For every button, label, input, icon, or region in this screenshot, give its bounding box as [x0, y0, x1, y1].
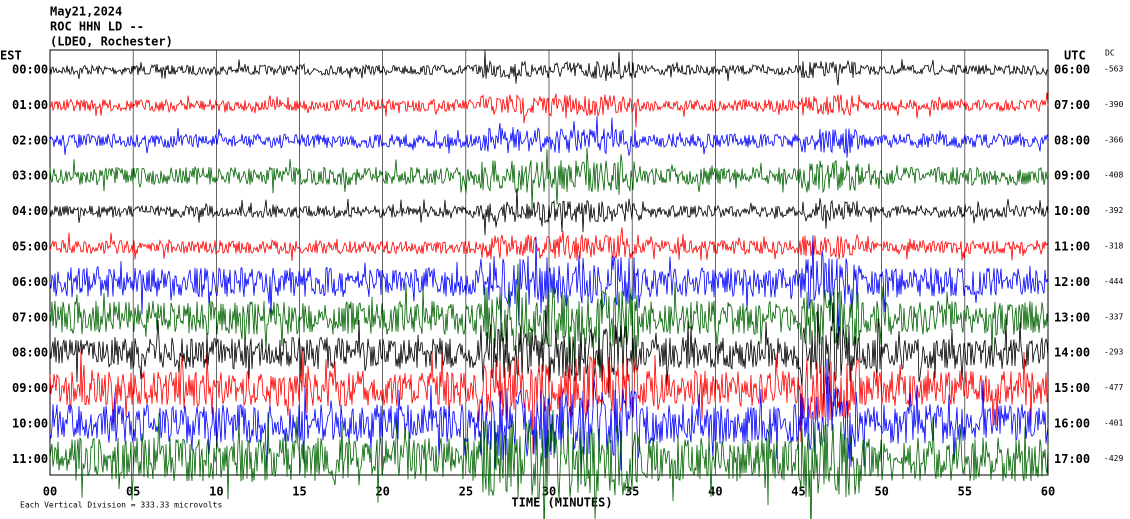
chart: May21,2024 ROC HHN LD -- (LDEO, Rocheste… — [0, 0, 1130, 519]
dc-label: -408 — [1104, 171, 1123, 180]
x-tick-label: 45 — [791, 485, 805, 499]
utc-label: 11:00 — [1054, 240, 1090, 254]
dc-label: -337 — [1104, 312, 1123, 321]
dc-label: -390 — [1104, 100, 1123, 109]
dc-label: -318 — [1104, 242, 1123, 251]
dc-label: -429 — [1104, 454, 1123, 463]
chart-subtitle: ROC HHN LD -- — [50, 20, 144, 34]
station: (LDEO, Rochester) — [50, 35, 173, 49]
utc-label: 16:00 — [1054, 417, 1090, 431]
est-label: 03:00 — [12, 169, 48, 183]
utc-label: 14:00 — [1054, 346, 1090, 360]
dc-title: DC — [1105, 49, 1115, 58]
x-tick-label: 60 — [1041, 485, 1055, 499]
x-axis-title: TIME (MINUTES) — [511, 496, 612, 510]
x-tick-label: 10 — [209, 485, 223, 499]
est-label: 07:00 — [12, 310, 48, 324]
est-label: 01:00 — [12, 98, 48, 112]
x-tick-label: 55 — [958, 485, 972, 499]
dc-label: -563 — [1104, 65, 1123, 74]
chart-title: May21,2024 — [50, 5, 122, 19]
est-label: 10:00 — [12, 417, 48, 431]
x-tick-label: 40 — [708, 485, 722, 499]
utc-label: 10:00 — [1054, 204, 1090, 218]
est-label: 02:00 — [12, 133, 48, 147]
utc-label: 17:00 — [1054, 452, 1090, 466]
est-label: 11:00 — [12, 452, 48, 466]
dc-label: -444 — [1104, 277, 1123, 286]
est-label: 08:00 — [12, 346, 48, 360]
est-label: 06:00 — [12, 275, 48, 289]
utc-label: 08:00 — [1054, 133, 1090, 147]
right-axis-title: UTC — [1064, 49, 1086, 63]
x-tick-label: 00 — [43, 485, 57, 499]
est-label: 04:00 — [12, 204, 48, 218]
dc-label: -293 — [1104, 348, 1123, 357]
x-tick-label: 25 — [459, 485, 473, 499]
dc-label: -366 — [1104, 135, 1123, 144]
dc-label: -477 — [1104, 383, 1123, 392]
utc-label: 13:00 — [1054, 310, 1090, 324]
est-label: 05:00 — [12, 240, 48, 254]
utc-label: 07:00 — [1054, 98, 1090, 112]
x-tick-label: 15 — [292, 485, 306, 499]
utc-label: 09:00 — [1054, 169, 1090, 183]
dc-label: -392 — [1104, 206, 1123, 215]
x-tick-label: 05 — [126, 485, 140, 499]
left-axis-title: EST — [0, 49, 22, 63]
utc-label: 12:00 — [1054, 275, 1090, 289]
x-tick-label: 50 — [874, 485, 888, 499]
footnote: Each Vertical Division = 333.33 microvol… — [20, 501, 222, 510]
utc-label: 15:00 — [1054, 381, 1090, 395]
dc-label: -401 — [1104, 419, 1123, 428]
est-label: 09:00 — [12, 381, 48, 395]
utc-label: 06:00 — [1054, 63, 1090, 77]
est-label: 00:00 — [12, 63, 48, 77]
